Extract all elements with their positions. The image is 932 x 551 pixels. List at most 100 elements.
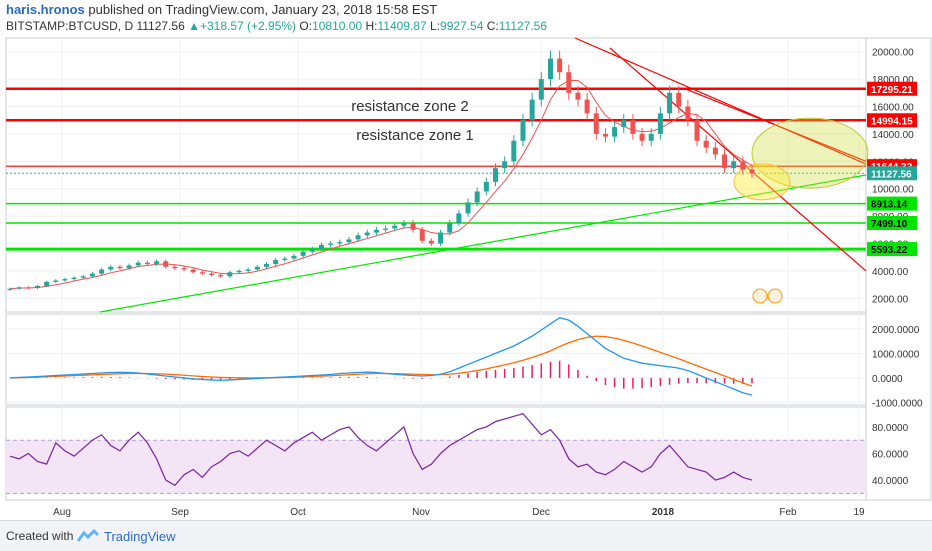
candle-body — [300, 251, 306, 256]
candle-body — [172, 266, 178, 269]
forecast-zone-yellow — [733, 163, 791, 201]
macd-tick-label: 2000.0000 — [872, 325, 920, 336]
candle-body — [16, 287, 22, 289]
candle-body — [456, 213, 462, 223]
candle-body — [218, 275, 224, 277]
candle-body — [483, 181, 489, 192]
candle-body — [263, 264, 269, 267]
event-badge-icon — [767, 288, 783, 304]
candle-body — [667, 92, 673, 114]
annotation-resistance-zone-1: resistance zone 1 — [356, 127, 474, 144]
candle-body — [392, 225, 398, 229]
candle-body — [502, 161, 508, 169]
candle-body — [538, 79, 544, 100]
candle-body — [428, 240, 434, 244]
candle-body — [7, 288, 13, 290]
candle-body — [190, 269, 196, 273]
open-value: 10810.00 — [312, 19, 363, 33]
created-with-text: Created with — [6, 529, 74, 543]
macd-tick-label: 1000.0000 — [872, 349, 920, 360]
candle-body — [80, 276, 86, 278]
resistance-trendline-2 — [609, 47, 867, 272]
candle-body — [209, 273, 215, 276]
candle-body — [584, 99, 590, 114]
up-arrow-icon: ▲ — [188, 19, 200, 33]
price-label-support: 5593.22 — [871, 245, 908, 256]
candle-body — [62, 279, 68, 281]
candle-body — [740, 161, 746, 170]
low-label: L: — [430, 19, 441, 33]
publication-header: haris.hronos published on TradingView.co… — [6, 2, 437, 17]
price-label-bg — [867, 81, 917, 96]
y-tick-label: 20000.00 — [872, 48, 914, 59]
candle-body — [89, 273, 95, 277]
candle-body — [474, 191, 480, 203]
candle-body — [529, 99, 535, 121]
candle-body — [71, 277, 77, 280]
macd-line — [9, 316, 753, 396]
candle-body — [602, 133, 608, 137]
candle-body — [447, 222, 453, 233]
candle-body — [346, 239, 352, 243]
candle-body — [99, 269, 105, 274]
x-tick-label: 19 — [853, 507, 865, 518]
candle-body — [144, 262, 150, 265]
annotation-resistance-zone-2: resistance zone 2 — [351, 98, 469, 115]
pane-frame-2 — [5, 313, 867, 406]
moving-average-line — [9, 79, 753, 290]
candle-body — [465, 202, 471, 214]
close-label: C: — [486, 19, 499, 33]
author-link[interactable]: haris.hronos — [6, 2, 85, 17]
candle-body — [621, 120, 627, 128]
candle-body — [53, 280, 59, 282]
y-tick-label: 16000.00 — [872, 103, 914, 114]
candle-body — [373, 229, 379, 233]
candle-body — [593, 113, 599, 134]
y-tick-label: 4000.00 — [872, 267, 909, 278]
macd-tick-label: -1000.0000 — [872, 399, 923, 410]
candle-body — [108, 266, 114, 270]
x-tick-label: 2018 — [652, 507, 675, 518]
candle-body — [657, 113, 663, 134]
candle-body — [438, 232, 444, 244]
candle-body — [282, 258, 288, 260]
event-badge-icon — [752, 288, 768, 304]
y-tick-label: 2000.00 — [872, 294, 909, 305]
candle-body — [328, 243, 334, 245]
candle-body — [511, 140, 517, 162]
price-label-bg — [867, 166, 917, 181]
candle-body — [731, 161, 737, 169]
candle-body — [117, 266, 123, 269]
high-label: H: — [365, 19, 378, 33]
tradingview-logo-icon — [76, 528, 100, 548]
published-text: published on TradingView.com, January 23… — [88, 2, 438, 17]
price-label-support: 7499.10 — [871, 219, 908, 230]
candle-body — [493, 168, 499, 182]
candle-body — [245, 269, 251, 271]
price-label-bg — [867, 196, 917, 211]
candle-body — [630, 120, 636, 134]
price-label-bg — [867, 242, 917, 257]
x-tick-label: Nov — [412, 507, 430, 518]
rsi-tick-label: 40.0000 — [872, 476, 909, 487]
last-price: 11127.56 — [136, 19, 185, 33]
price-label-last: 11127.56 — [871, 169, 912, 180]
candle-body — [557, 58, 563, 73]
trading-chart[interactable]: Aug Sep Oct Nov Dec 2018 Feb 19 2000.00 4000.00 60… — [0, 0, 932, 520]
candle-body — [355, 235, 361, 240]
forecast-zone-green — [751, 117, 869, 189]
candle-body — [181, 268, 187, 270]
candle-body — [227, 272, 233, 277]
tradingview-brand[interactable]: TradingView — [104, 529, 176, 544]
candle-body — [401, 222, 407, 226]
candle-body — [694, 120, 700, 141]
price-label-bg — [867, 113, 917, 128]
low-value: 9927.54 — [440, 19, 484, 33]
candle-body — [126, 265, 132, 269]
rsi-band — [6, 440, 866, 494]
y-tick-label: 18000.00 — [872, 75, 914, 86]
candle-body — [639, 133, 645, 141]
candle-body — [749, 169, 755, 174]
candle-body — [154, 261, 160, 265]
high-value: 11409.87 — [377, 19, 427, 33]
